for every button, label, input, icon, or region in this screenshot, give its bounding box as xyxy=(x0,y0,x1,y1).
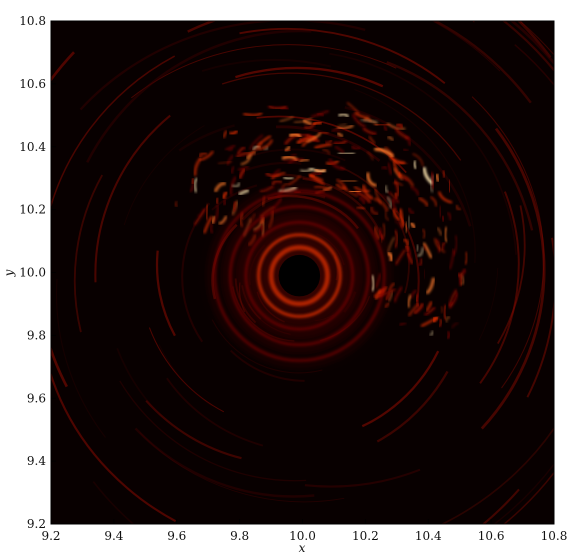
turbulent-filament xyxy=(399,172,400,176)
swirl-streak xyxy=(555,208,567,294)
turbulent-filament xyxy=(440,320,442,326)
y-tick-label: 9.2 xyxy=(27,517,46,531)
y-tick-label: 10.6 xyxy=(19,77,46,91)
y-tick-label: 9.4 xyxy=(27,454,46,468)
y-axis-label: y xyxy=(2,269,16,277)
y-tick-label: 9.8 xyxy=(27,328,46,342)
swirl-streak xyxy=(565,94,575,441)
x-tick-label: 9.2 xyxy=(41,529,60,543)
turbulent-filament xyxy=(286,150,290,151)
swirl-streak xyxy=(101,555,330,560)
turbulent-filament xyxy=(217,199,218,203)
x-tick-label: 10.6 xyxy=(478,529,505,543)
x-tick-label: 10.4 xyxy=(415,529,442,543)
x-tick-label: 10.2 xyxy=(352,529,379,543)
swirl-streak xyxy=(77,0,475,22)
turbulent-filament xyxy=(192,179,193,183)
turbulent-filament xyxy=(406,223,407,232)
y-tick-label: 10.2 xyxy=(19,203,46,217)
x-tick-label: 10.8 xyxy=(541,529,568,543)
turbulent-filament xyxy=(340,153,354,154)
x-tick-label: 9.6 xyxy=(167,529,186,543)
y-tick-label: 10.8 xyxy=(19,14,46,28)
x-tick-label: 9.4 xyxy=(104,529,123,543)
turbulent-filament xyxy=(444,306,446,319)
turbulent-filament xyxy=(443,171,444,177)
turbulent-filament xyxy=(437,175,439,181)
y-axis-ticks: 9.2 9.4 9.6 9.8 10.0 10.2 10.4 10.6 10.8 xyxy=(19,14,56,531)
x-axis-label: x xyxy=(299,541,306,555)
central-hole xyxy=(279,255,320,296)
x-tick-label: 9.8 xyxy=(230,529,249,543)
y-tick-label: 10.0 xyxy=(19,266,46,280)
y-tick-label: 9.6 xyxy=(27,391,46,405)
y-tick-label: 10.4 xyxy=(19,140,46,154)
